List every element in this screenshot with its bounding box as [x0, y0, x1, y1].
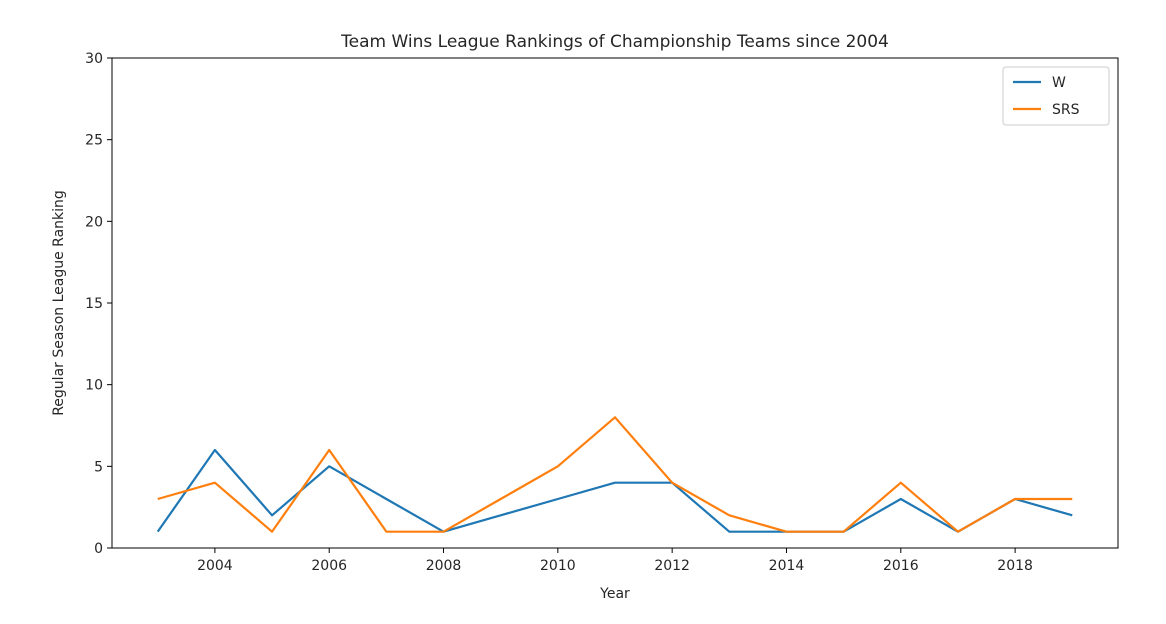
plot-lines: [156, 416, 1073, 533]
x-axis-label: Year: [599, 586, 630, 602]
legend-label-w: W: [1052, 75, 1066, 91]
x-tick-label: 2010: [540, 558, 576, 574]
x-tick-label: 2012: [654, 558, 690, 574]
x-tick-label: 2008: [426, 558, 462, 574]
x-tick-label: 2018: [997, 558, 1033, 574]
x-tick-label: 2014: [769, 558, 805, 574]
y-tick-label: 25: [85, 133, 103, 149]
y-tick-label: 15: [85, 296, 103, 312]
y-tick-label: 30: [85, 51, 103, 67]
x-tick-label: 2006: [311, 558, 347, 574]
x-tick-label: 2004: [197, 558, 233, 574]
y-tick-label: 20: [85, 214, 103, 230]
x-axis: 2004 2006 2008 2010 2012 2014 2016 2018: [197, 548, 1033, 574]
y-tick-label: 5: [94, 459, 103, 475]
y-tick-label: 10: [85, 378, 103, 394]
y-axis-label: Regular Season League Ranking: [51, 190, 67, 416]
legend: W SRS: [1002, 66, 1110, 126]
series-line-srs: [157, 416, 1073, 533]
y-axis: 0 5 10 15 20 25 30: [85, 51, 112, 557]
y-tick-label: 0: [94, 541, 103, 557]
chart-title: Team Wins League Rankings of Championshi…: [340, 32, 889, 52]
legend-label-srs: SRS: [1052, 102, 1080, 118]
series-line-w: [156, 448, 1073, 533]
x-tick-label: 2016: [883, 558, 919, 574]
plot-frame: [111, 57, 1119, 549]
